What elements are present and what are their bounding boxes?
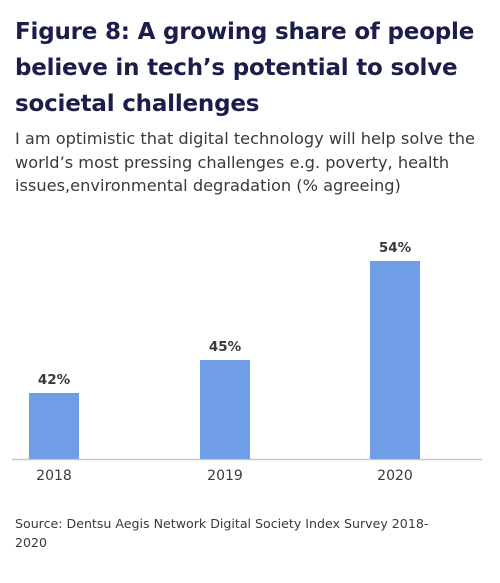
- x-tick-label-2018: 2018: [36, 468, 72, 484]
- source-note: Source: Dentsu Aegis Network Digital Soc…: [15, 516, 429, 550]
- bar-2018: [29, 393, 79, 459]
- x-tick-label-2020: 2020: [377, 468, 413, 484]
- value-label-2020: 54%: [379, 240, 412, 256]
- figure-subtitle: I am optimistic that digital technology …: [15, 129, 475, 195]
- value-label-2018: 42%: [38, 372, 71, 388]
- bar-2020: [370, 261, 420, 459]
- x-tick-label-2019: 2019: [207, 468, 243, 484]
- value-label-2019: 45%: [209, 339, 242, 355]
- bar-chart: 42% 2018 45% 2019 54% 2020: [12, 240, 482, 484]
- figure-title: Figure 8: A growing share of people beli…: [15, 19, 475, 117]
- bar-2019: [200, 360, 250, 459]
